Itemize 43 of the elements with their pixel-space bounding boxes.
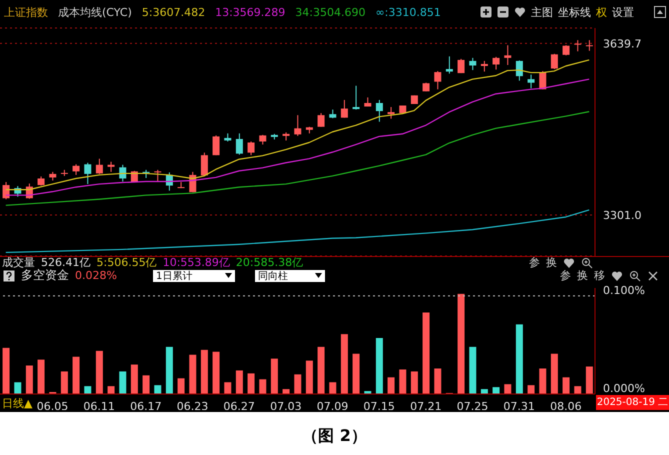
annotation: 20:585.38亿 [236,255,304,270]
x-tick-label: 08.06 [550,400,582,413]
text: 34:3504.690 [295,6,366,18]
text: 坐标线 [558,4,591,20]
text: 换 [577,268,588,283]
select-field: 1日累计 [152,270,235,282]
text: 5:3607.482 [142,6,206,18]
annotation: 526.41亿 [41,255,90,269]
text: 参 [560,268,571,283]
chart-title: 上证指数 [4,4,48,20]
annotation: 换 [546,255,557,270]
x-tick-label: 07.21 [410,400,442,413]
y-tick-label: 3639.7 [603,37,642,50]
text: 主图 [531,4,553,20]
x-tick-label: 07.09 [316,400,348,413]
annotation: 成交量 [2,255,35,269]
select-field: 同向柱 [254,270,325,282]
text: 移 [594,268,605,283]
text: 13:3569.289 [215,6,286,18]
x-tick-label: 06.11 [83,400,115,413]
chart-subtitle: 成本均线(CYC) [58,4,132,20]
x-tick-label: 07.31 [503,400,535,413]
x-tick-label: 07.03 [270,400,302,413]
y-tick-label: 0.000% [603,382,645,395]
text: （图 2） [301,426,368,447]
text: 日线▲ [2,396,32,411]
text: 权 [596,4,607,20]
chart-title: 多空资金 [21,268,69,284]
x-tick-label: 06.23 [176,400,208,413]
text: ∞:3310.851 [375,6,441,18]
x-tick-label: 06.27 [223,400,255,413]
y-tick-label: 0.100% [603,284,645,297]
annotation: 10:553.89亿 [162,255,230,270]
annotation: 参 [529,255,540,270]
x-tick-label: 06.05 [36,400,68,413]
text: 0.028% [75,269,117,282]
x-tick-label: 06.17 [130,400,162,413]
x-tick-label: 07.25 [456,400,488,413]
x-tick-label: 07.15 [363,400,395,413]
text: 2025-08-19 二 [596,395,669,410]
y-tick-label: 3301.0 [603,208,642,222]
text: 设置 [612,4,634,20]
annotation: 5:506.55亿 [96,255,157,270]
